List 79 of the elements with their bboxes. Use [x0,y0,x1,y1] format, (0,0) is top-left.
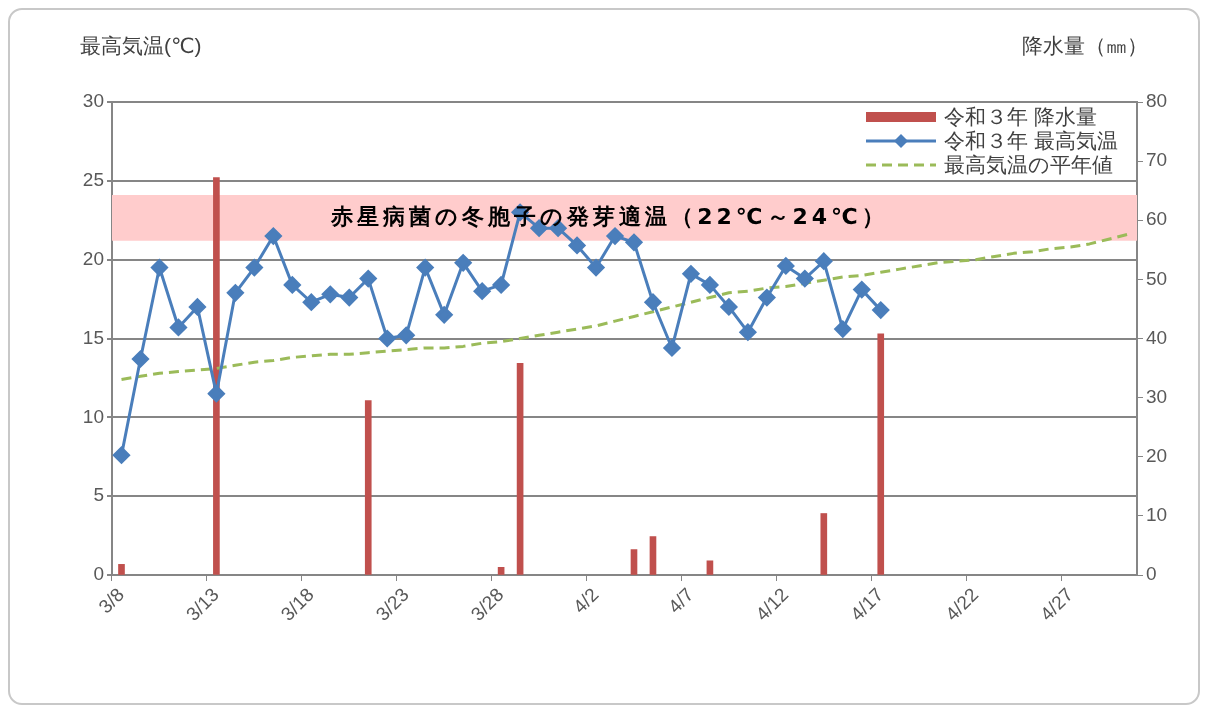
x-tick-label: 4/7 [663,583,698,618]
y-axis-title: 最高気温(℃) [80,33,202,59]
bar [630,549,638,575]
bar [213,177,220,575]
bar [877,333,885,575]
y2-tick-label: 70 [1146,149,1168,171]
x-tick-label: 3/8 [94,583,129,618]
point [568,236,586,254]
bar [364,400,372,575]
point [283,276,301,294]
point [416,259,434,277]
y-tick-label: 30 [82,90,104,112]
x-tick-label: 4/2 [569,583,603,618]
bar [706,560,714,575]
bar [516,363,524,575]
point [340,289,358,307]
legend-label: 令和３年 降水量 [944,105,1097,129]
point [207,385,225,403]
point [112,446,130,464]
point [188,298,206,316]
point [492,276,510,294]
y2-tick-label: 0 [1146,563,1157,585]
point [359,270,377,288]
y-tick-label: 20 [82,247,104,269]
point [131,350,149,368]
point [701,276,719,294]
point [302,293,320,311]
point [834,320,852,338]
point [644,293,662,311]
bar [497,566,505,575]
point [739,323,757,341]
x-tick-label: 3/23 [371,583,413,625]
point [321,285,339,303]
y-tick-label: 5 [93,484,104,506]
point [796,270,814,288]
point [606,227,624,245]
y-tick-label: 0 [93,563,104,585]
point [435,306,453,324]
point [625,233,643,251]
y2-tick-label: 30 [1146,385,1168,407]
x-tick-label: 3/28 [466,583,508,625]
point [169,318,187,336]
line-series [119,232,1130,381]
bar [118,564,125,575]
y-tick-label: 10 [82,405,104,427]
x-tick-label: 4/12 [751,583,793,625]
point [378,330,396,347]
y2-tick-label: 10 [1146,504,1168,526]
point [853,281,871,299]
y-tick-label: 15 [82,326,104,348]
point [226,284,244,302]
y2-tick-label: 80 [1146,90,1168,112]
y2-tick-label: 60 [1146,208,1168,230]
bar [649,536,657,575]
point [150,259,168,277]
point [720,298,738,316]
point [872,301,890,319]
point [473,282,491,300]
point [264,227,282,245]
point [682,265,700,283]
point [454,254,472,272]
y2-tick-label: 50 [1146,267,1168,289]
point [777,257,795,275]
y2-tick-label: 40 [1146,326,1168,348]
x-tick-label: 3/13 [181,583,223,625]
point [663,339,681,357]
legend-label: 最高気温の平年値 [944,153,1114,177]
y-tick-label: 25 [82,169,104,191]
bar [820,513,828,575]
point [397,326,415,344]
point [758,289,776,307]
point [587,259,605,277]
point [815,252,833,270]
point [245,259,263,277]
y2-tick-label: 20 [1146,444,1168,466]
x-tick-label: 3/18 [276,583,318,625]
x-tick-label: 4/22 [941,583,983,625]
legend-label: 令和３年 最高気温 [944,129,1118,153]
y2-axis-title: 降水量（㎜） [1022,33,1148,59]
